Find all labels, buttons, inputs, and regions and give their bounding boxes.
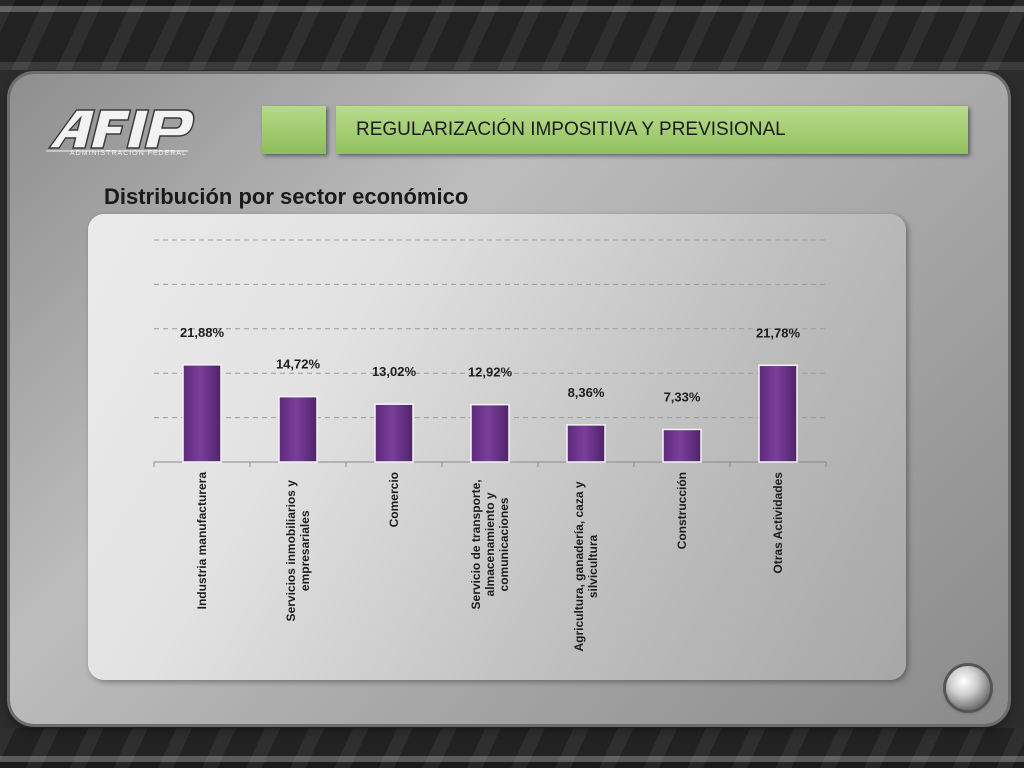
header-title-bar: REGULARIZACIÓN IMPOSITIVA Y PREVISIONAL <box>336 106 968 154</box>
category-label: Servicios inmobiliarios yempresariales <box>284 480 312 622</box>
navigation-knob-button[interactable] <box>946 666 990 710</box>
bar <box>758 364 798 463</box>
data-label: 8,36% <box>568 385 605 400</box>
data-label: 7,33% <box>664 389 701 404</box>
bar <box>182 364 222 463</box>
bar <box>374 403 414 463</box>
data-label: 14,72% <box>276 357 321 372</box>
logo-subtext: ADMINISTRACION FEDERAL <box>70 150 187 157</box>
bar <box>278 395 318 463</box>
background-top-stripes <box>0 0 1024 70</box>
background-bottom-stripes <box>0 728 1024 768</box>
bar <box>566 424 606 463</box>
afip-logo <box>46 109 195 152</box>
category-label: Servicio de transporte,almacenamiento yc… <box>469 479 511 609</box>
slide-title: REGULARIZACIÓN IMPOSITIVA Y PREVISIONAL <box>356 119 786 140</box>
header-accent-square <box>262 106 326 154</box>
data-label: 21,88% <box>180 325 225 340</box>
data-label: 12,92% <box>468 365 513 380</box>
slide-subtitle: Distribución por sector económico <box>104 184 469 209</box>
category-label: Agricultura, ganadería, caza ysilvicultu… <box>572 481 600 651</box>
category-label: Comercio <box>387 472 401 527</box>
data-label: 21,78% <box>756 325 801 340</box>
category-label: Otras Actividades <box>771 472 785 574</box>
category-label: Industria manufacturera <box>195 472 209 610</box>
category-label: Construcción <box>675 472 689 549</box>
bar <box>470 403 510 463</box>
data-label: 13,02% <box>372 364 417 379</box>
bar <box>662 428 702 463</box>
